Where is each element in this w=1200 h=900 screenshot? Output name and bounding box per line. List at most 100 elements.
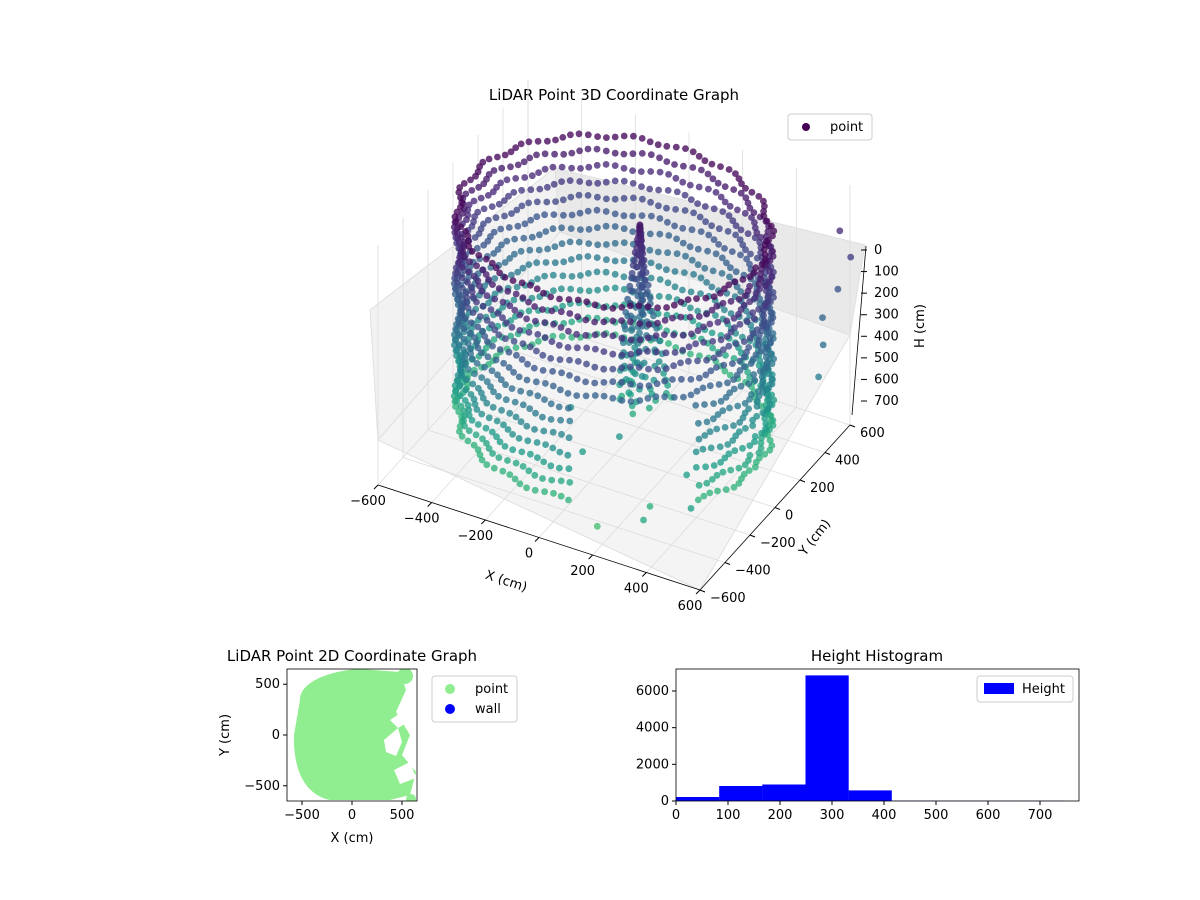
data-point-3d xyxy=(702,218,709,226)
data-point-3d xyxy=(687,350,694,358)
data-point-3d xyxy=(583,344,591,352)
data-point-3d xyxy=(483,292,491,300)
data-point-3d xyxy=(541,488,548,496)
data-point-3d xyxy=(541,319,549,326)
data-point-3d xyxy=(531,471,539,479)
data-point-3d xyxy=(694,357,701,365)
data-point-3d xyxy=(717,163,724,171)
data-point-3d xyxy=(479,435,486,443)
data-point-3d xyxy=(519,294,527,301)
data-point-3d xyxy=(710,293,718,300)
data-point-3d xyxy=(656,154,663,162)
data-point-3d xyxy=(679,239,687,247)
data-point-3d xyxy=(713,471,721,479)
z-ticks-3d: 0 100 200 300 400 500 600 700 xyxy=(861,243,899,409)
data-point-3d xyxy=(746,260,753,268)
data-point-3d xyxy=(558,332,566,340)
x-tick-label-hist: 700 xyxy=(1028,808,1053,823)
data-point-3d xyxy=(611,177,619,185)
data-point-3d xyxy=(551,259,559,267)
data-point-3d xyxy=(730,483,738,491)
data-point-3d xyxy=(600,348,608,355)
data-point-3d xyxy=(480,205,488,213)
data-point-3d xyxy=(694,307,702,315)
data-point-3d xyxy=(517,140,525,148)
x-tick-mark xyxy=(534,537,540,542)
data-point-3d xyxy=(736,236,744,244)
x-tick-mark xyxy=(641,572,647,577)
data-point-3d xyxy=(478,389,485,397)
data-point-3d xyxy=(742,307,750,315)
data-point-3d xyxy=(475,252,483,259)
data-point-3d xyxy=(710,354,718,362)
data-point-3d xyxy=(703,479,711,487)
data-point-3d xyxy=(452,403,459,410)
data-point-3d xyxy=(730,186,738,194)
data-point-3d xyxy=(671,283,679,291)
data-point-3d xyxy=(706,428,714,436)
data-point-3d xyxy=(560,211,567,219)
data-point-3d xyxy=(535,169,542,177)
data-point-3d xyxy=(466,345,474,352)
data-point-3d xyxy=(603,241,610,248)
data-point-3d xyxy=(499,298,507,306)
data-point-3d xyxy=(701,401,708,408)
data-point-3d xyxy=(708,329,716,337)
data-point-3d xyxy=(594,224,601,232)
data-point-3d xyxy=(683,471,691,479)
data-point-3d xyxy=(582,378,589,386)
data-point-3d xyxy=(526,246,534,254)
data-point-3d xyxy=(488,259,496,267)
data-point-3d xyxy=(463,294,471,302)
data-point-3d xyxy=(556,464,563,472)
data-point-3d xyxy=(478,349,485,357)
data-point-3d xyxy=(524,437,532,445)
data-point-3d xyxy=(629,167,636,175)
data-point-3d xyxy=(720,346,727,353)
data-point-3d xyxy=(549,332,557,340)
data-point-3d xyxy=(548,476,556,484)
data-point-3d xyxy=(526,323,533,330)
data-point-3d xyxy=(758,373,766,381)
data-point-3d xyxy=(739,276,747,283)
data-point-3d xyxy=(620,164,628,172)
data-point-3d xyxy=(471,400,479,408)
data-point-3d xyxy=(727,264,734,272)
data-point-3d xyxy=(734,206,741,214)
data-point-3d xyxy=(541,272,548,280)
data-point-3d xyxy=(602,222,610,230)
data-point-3d xyxy=(521,174,529,181)
data-point-3d xyxy=(536,231,543,239)
data-point-3d xyxy=(759,378,766,386)
data-point-3d xyxy=(495,454,503,461)
y-tick-label: 0 xyxy=(785,509,793,524)
data-point-3d xyxy=(815,373,822,381)
data-point-3d xyxy=(594,193,601,201)
data-point-3d xyxy=(575,253,583,261)
data-point-3d xyxy=(673,235,680,243)
data-point-3d xyxy=(731,447,739,455)
data-point-3d xyxy=(478,456,486,464)
data-point-3d xyxy=(565,496,572,504)
data-point-3d xyxy=(470,197,478,205)
data-point-3d xyxy=(470,272,478,280)
data-point-3d xyxy=(576,209,584,217)
data-point-3d xyxy=(532,317,539,325)
scatter-2d-blob xyxy=(393,682,405,694)
data-point-3d xyxy=(464,437,472,445)
data-point-3d xyxy=(729,360,736,367)
data-point-3d xyxy=(629,410,637,418)
data-point-3d xyxy=(635,364,643,371)
point-cloud-2d xyxy=(293,669,416,800)
data-point-3d xyxy=(742,246,749,254)
data-point-3d xyxy=(491,295,499,303)
data-point-3d xyxy=(476,451,484,459)
data-point-3d xyxy=(566,177,574,185)
data-point-3d xyxy=(454,279,461,287)
data-point-3d xyxy=(755,280,763,288)
data-point-3d xyxy=(488,428,496,436)
data-point-3d xyxy=(534,331,542,338)
data-point-3d xyxy=(451,285,459,292)
data-point-3d xyxy=(470,441,478,449)
data-point-3d xyxy=(698,166,705,174)
